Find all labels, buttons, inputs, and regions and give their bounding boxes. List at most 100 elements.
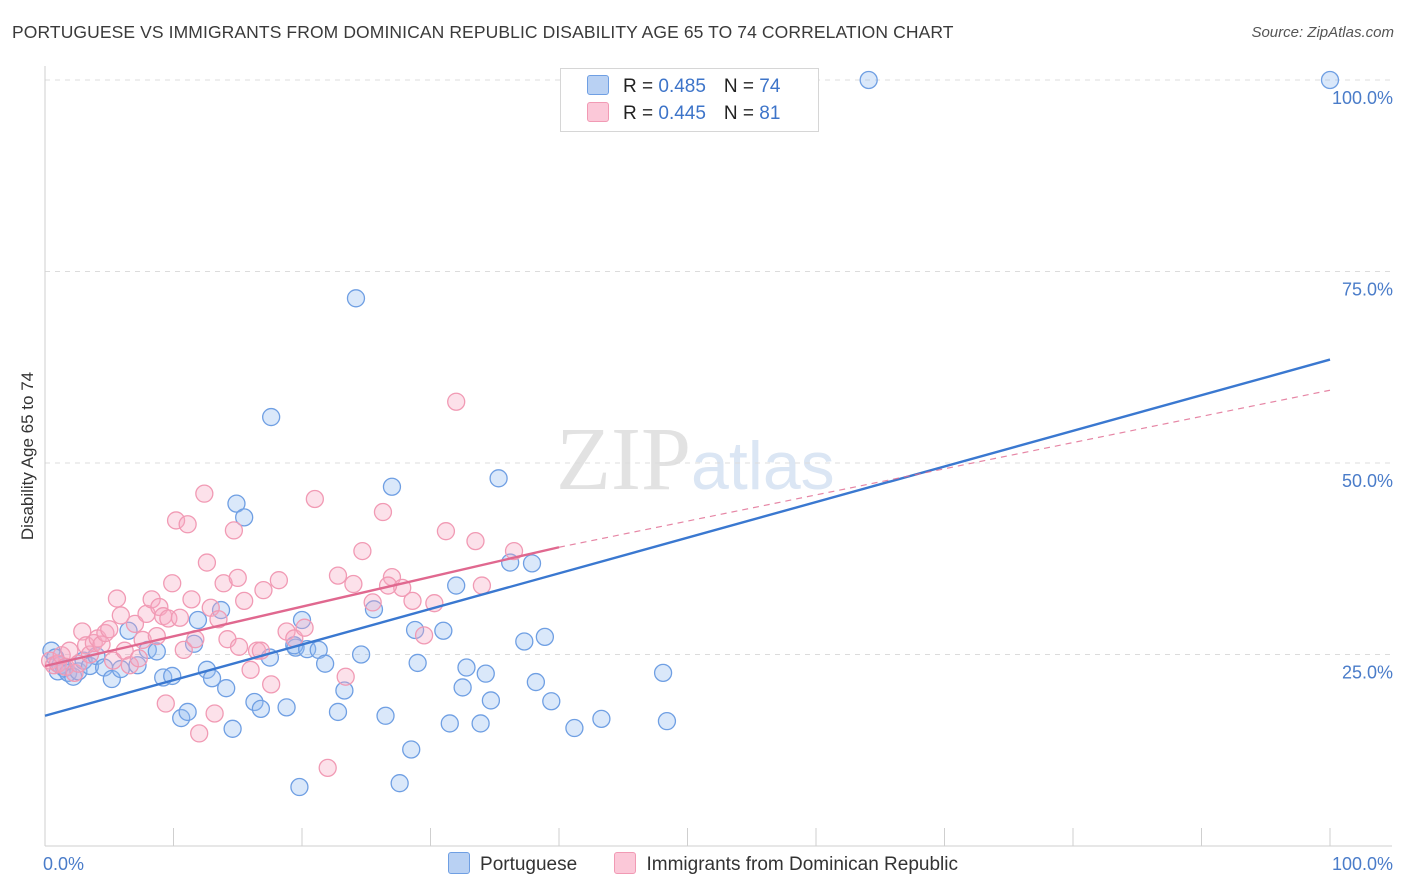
- legend-n-label: N =: [723, 103, 760, 124]
- portuguese-point: [364, 600, 384, 619]
- dominican-point: [163, 574, 182, 593]
- series-legend: Portuguese Immigrants from Dominican Rep…: [0, 852, 1406, 876]
- portuguese-point: [147, 642, 166, 661]
- dominican-point: [73, 622, 92, 641]
- dominican-point: [228, 568, 247, 588]
- dominican-point: [305, 489, 325, 509]
- portuguese-point: [245, 692, 264, 712]
- legend-n-label: N =: [723, 76, 760, 97]
- legend-label-dominican: Immigrants from Dominican Republic: [646, 854, 958, 875]
- portuguese-point: [408, 653, 427, 673]
- portuguese-point: [565, 718, 584, 738]
- portuguese-point: [526, 672, 546, 692]
- portuguese-point: [178, 702, 197, 722]
- portuguese-point: [277, 698, 296, 717]
- legend-n-value: 81: [759, 103, 781, 124]
- watermark: ZIPatlas: [556, 408, 835, 511]
- legend-r-value: 0.445: [658, 103, 706, 124]
- portuguese-point: [440, 714, 459, 733]
- dominican-point: [111, 606, 130, 625]
- dominican-point: [205, 704, 224, 723]
- dominican-point: [209, 610, 228, 629]
- stats-legend: R = 0.485 N = 74 R = 0.445 N = 81: [560, 68, 819, 132]
- dominican-point: [318, 758, 337, 778]
- legend-row-portuguese: R = 0.485 N = 74: [587, 75, 780, 101]
- dominican-point: [197, 553, 217, 572]
- portuguese-point: [402, 740, 421, 759]
- dominican-point: [156, 694, 175, 713]
- portuguese-point: [859, 70, 878, 90]
- legend-swatch-blue: [587, 75, 609, 95]
- dominican-point: [414, 626, 434, 645]
- dominican-point: [344, 574, 363, 594]
- x-tick-label: 100.0%: [1332, 854, 1393, 874]
- portuguese-point: [535, 627, 555, 647]
- dominican-point: [182, 590, 201, 609]
- portuguese-point: [217, 679, 236, 698]
- portuguese-point: [335, 681, 354, 700]
- portuguese-point: [476, 664, 495, 683]
- dominican-point: [328, 566, 348, 585]
- dominican-point: [142, 590, 161, 609]
- portuguese-point: [457, 658, 476, 677]
- dominican-point: [295, 618, 314, 637]
- portuguese-point: [481, 691, 501, 710]
- legend-r-label: R =: [623, 76, 659, 97]
- portuguese-point: [188, 610, 208, 630]
- legend-swatch-pink: [614, 852, 637, 874]
- x-tick-label: 0.0%: [43, 854, 84, 874]
- portuguese-point: [119, 621, 138, 640]
- legend-item-dominican: Immigrants from Dominican Republic: [614, 852, 958, 876]
- dominican-point: [174, 640, 193, 660]
- legend-swatch-blue: [448, 852, 471, 874]
- portuguese-point: [515, 632, 534, 651]
- y-tick-label: 50.0%: [1342, 471, 1393, 491]
- dominican-point: [254, 581, 273, 600]
- portuguese-point: [351, 645, 371, 664]
- portuguese-point: [657, 711, 677, 731]
- portuguese-point: [290, 777, 309, 797]
- portuguese-point: [447, 576, 466, 595]
- dominican-point: [65, 663, 84, 683]
- dominican-point: [229, 637, 249, 656]
- dominican-point: [125, 614, 145, 634]
- dominican-point: [100, 620, 119, 639]
- portuguese-point: [376, 706, 395, 725]
- dominican-point: [103, 651, 123, 670]
- dominican-point: [195, 484, 214, 503]
- portuguese-point: [471, 714, 490, 733]
- portuguese-point: [223, 719, 242, 738]
- dominican-point: [129, 649, 148, 668]
- portuguese-point: [346, 289, 366, 308]
- dominican-point: [363, 593, 382, 612]
- legend-label-portuguese: Portuguese: [480, 854, 578, 875]
- portuguese-point: [251, 699, 271, 719]
- dominican-point: [224, 521, 244, 540]
- portuguese-point: [328, 702, 348, 722]
- legend-row-dominican: R = 0.445 N = 81: [587, 102, 780, 128]
- dominican-trendline-extension: [558, 389, 1331, 548]
- portuguese-point: [592, 709, 611, 728]
- dominican-point: [235, 591, 254, 611]
- legend-r-label: R =: [623, 103, 659, 124]
- portuguese-point: [653, 663, 673, 683]
- dominican-point: [269, 571, 289, 590]
- portuguese-point: [489, 469, 508, 488]
- y-tick-label: 75.0%: [1342, 280, 1393, 300]
- portuguese-point: [262, 407, 281, 427]
- dominican-point: [107, 589, 127, 608]
- dominican-point: [466, 531, 485, 551]
- portuguese-point: [128, 656, 147, 675]
- y-tick-label: 100.0%: [1332, 88, 1393, 108]
- legend-item-portuguese: Portuguese: [448, 852, 577, 876]
- chart-title: PORTUGUESE VS IMMIGRANTS FROM DOMINICAN …: [12, 22, 954, 42]
- portuguese-point: [522, 554, 542, 573]
- dominican-point: [190, 724, 209, 743]
- portuguese-point: [227, 494, 246, 513]
- dominican-point: [403, 591, 422, 611]
- portuguese-point: [382, 477, 402, 496]
- dominican-point: [447, 392, 466, 411]
- legend-n-value: 74: [759, 76, 781, 97]
- dominican-point: [214, 574, 233, 593]
